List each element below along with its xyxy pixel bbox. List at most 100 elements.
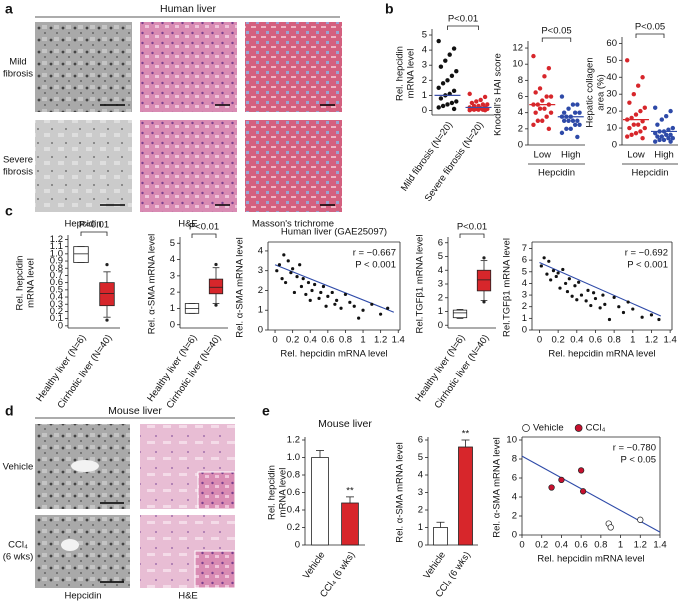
data-point [531, 122, 536, 128]
column-label: Hepcidin [65, 591, 102, 602]
data-point [339, 306, 343, 310]
y-tick-label: 1 [422, 90, 427, 101]
data-point [547, 259, 551, 263]
data-point [451, 88, 457, 94]
data-point [559, 94, 565, 99]
x-tick-label: Low [627, 150, 645, 161]
data-point [564, 281, 568, 286]
p-value: P<0.01 [448, 14, 478, 25]
data-point [575, 298, 579, 302]
p-value: P<0.01 [457, 222, 487, 233]
x-tick-label: 0.8 [339, 335, 352, 346]
panel-label: e [262, 403, 270, 419]
data-point [438, 64, 444, 69]
x-tick-label: 1.4 [664, 335, 677, 346]
x-tick-label: Low [534, 150, 552, 161]
outlier [105, 263, 109, 267]
panel-title: Mouse liver [318, 418, 372, 430]
data-point [540, 98, 545, 103]
y-tick-label: 1 [170, 303, 175, 314]
data-point [291, 267, 295, 271]
data-point [589, 303, 593, 308]
y-tick-label: 6 [522, 255, 527, 266]
y-tick-label: 0 [518, 140, 523, 151]
fit-line [521, 455, 661, 533]
p-value: P < 0.001 [627, 260, 668, 271]
data-point [319, 290, 323, 295]
row-label: CCl₄ [8, 540, 28, 551]
data-point [451, 46, 457, 51]
y-tick-label: 10 [606, 123, 617, 134]
data-point [548, 484, 555, 491]
data-point [559, 130, 565, 136]
data-point [282, 253, 286, 257]
y-tick-label: 3 [258, 265, 263, 276]
y-tick-label: 20 [606, 106, 617, 117]
data-point [631, 91, 636, 97]
data-point [638, 129, 643, 134]
data-point [445, 78, 450, 83]
data-point [612, 295, 616, 299]
x-tick-label: 0.6 [321, 335, 334, 346]
y-axis-label: mRNA level [406, 49, 417, 99]
data-point [598, 306, 602, 310]
vessel [71, 460, 99, 472]
data-point [625, 134, 630, 139]
micrograph [35, 515, 130, 588]
data-point [306, 280, 311, 285]
data-point [535, 118, 541, 123]
data-point [568, 126, 573, 132]
y-tick-label: 0 [438, 320, 443, 331]
fit-line [274, 264, 395, 313]
y-tick-label: 50 [606, 55, 617, 66]
significance-bracket [191, 233, 217, 238]
data-point [485, 102, 490, 107]
y-tick-label: 10 [506, 435, 517, 446]
y-tick-label: 1.2 [287, 435, 300, 446]
data-point [443, 58, 448, 63]
x-tick-label: Vehicle [421, 550, 448, 581]
x-tick-label: High [654, 150, 674, 161]
vessel [61, 539, 79, 551]
x-tick-label: 1.2 [374, 335, 387, 346]
legend-marker [522, 424, 530, 432]
bar [433, 527, 448, 546]
x-tick-label: 1 [630, 335, 635, 346]
y-axis-label: Hepatic collagen [585, 57, 596, 127]
y-tick-label: 2 [438, 292, 443, 303]
data-point [308, 298, 312, 302]
data-point [480, 102, 486, 107]
data-point [625, 58, 630, 63]
y-tick-label: 1.0 [287, 452, 300, 463]
y-tick-label: 0.1 [50, 313, 63, 324]
data-point [449, 73, 455, 78]
data-point [474, 99, 479, 104]
x-tick-label: 1 [360, 335, 365, 346]
data-point [572, 122, 578, 128]
data-point [556, 271, 560, 275]
fit-line [539, 261, 662, 317]
p-value: P < 0.001 [355, 260, 396, 271]
data-point [542, 74, 547, 79]
data-point [640, 315, 644, 319]
data-point [601, 293, 605, 297]
micrograph [140, 120, 237, 212]
x-tick-label: 1.2 [645, 335, 658, 346]
data-point [564, 126, 569, 132]
data-point [545, 272, 549, 276]
data-point [575, 134, 580, 140]
data-point [531, 53, 536, 59]
data-point [661, 137, 667, 143]
y-tick-label: 6 [438, 237, 443, 248]
y-tick-label: 1 [522, 313, 527, 324]
data-point [592, 291, 596, 295]
data-point [348, 300, 352, 304]
data-point [558, 286, 562, 290]
data-point [659, 117, 664, 122]
y-tick-label: 8 [512, 454, 517, 465]
data-point [533, 90, 538, 95]
data-point [640, 136, 645, 141]
y-tick-label: 30 [606, 89, 617, 100]
y-tick-label: 0.4 [50, 292, 63, 303]
micrograph-inset [197, 471, 236, 510]
